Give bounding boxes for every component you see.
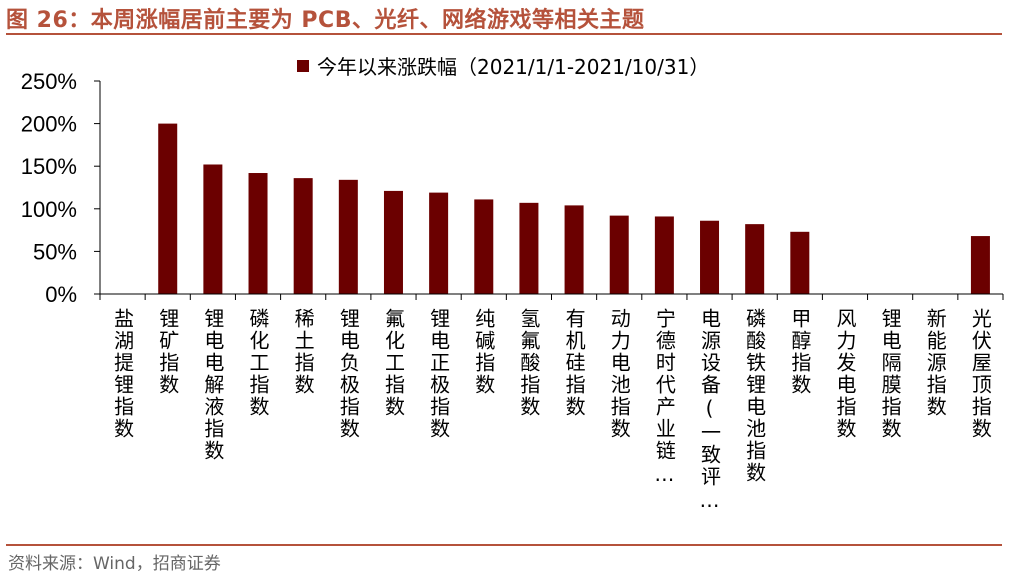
bar	[383, 190, 403, 294]
bar	[790, 231, 810, 294]
source-note: 资料来源：Wind，招商证券	[8, 554, 221, 574]
x-tick-label: 新能源指数	[923, 308, 947, 418]
x-tick-label: 氟化工指数	[381, 308, 405, 418]
y-tick-label: 200%	[21, 112, 77, 137]
x-tick-label: 甲醇指数	[788, 308, 812, 396]
bar	[203, 164, 223, 294]
bar	[158, 123, 178, 294]
bar	[654, 216, 674, 294]
y-tick-label: 50%	[33, 239, 77, 264]
bar	[745, 224, 765, 294]
x-tick-label: 磷酸铁锂电池指数	[743, 308, 767, 484]
bar	[970, 236, 990, 294]
bottom-divider	[6, 544, 1002, 546]
bar	[474, 199, 494, 294]
bar	[248, 173, 268, 294]
x-tick-label: 锂电电解液指数	[201, 308, 225, 462]
y-tick-label: 100%	[21, 197, 77, 222]
x-tick-label: 盐湖提锂指数	[111, 308, 135, 440]
legend: 今年以来涨跌幅（2021/1/1-2021/10/31）	[297, 55, 709, 79]
bar	[564, 205, 584, 294]
y-axis: 0% 50% 100% 150% 200% 250%	[21, 69, 101, 307]
legend-label: 今年以来涨跌幅（2021/1/1-2021/10/31）	[317, 55, 709, 79]
y-tick-label: 250%	[21, 69, 77, 94]
x-axis: 盐湖提锂指数 锂矿指数 锂电电解液指数 磷化工指数 稀土指数 锂电负极指数 氟化工指数 锂电正…	[99, 293, 1004, 514]
x-tick-label: 电源设备(一致评…	[698, 308, 722, 514]
bar	[700, 220, 720, 294]
x-tick-label: 有机硅指数	[562, 308, 586, 418]
x-tick-label: 光伏屋顶指数	[968, 308, 992, 440]
x-tick-label: 稀土指数	[291, 308, 315, 396]
bar	[338, 179, 358, 294]
bar	[429, 192, 449, 294]
x-tick-label: 动力电池指数	[607, 308, 631, 440]
top-divider	[6, 33, 1002, 35]
x-tick-label: 磷化工指数	[246, 308, 270, 418]
bars	[158, 123, 990, 294]
x-tick-label: 纯碱指数	[472, 308, 496, 396]
figure-title: 图 26：本周涨幅居前主要为 PCB、光纤、网络游戏等相关主题	[6, 8, 645, 33]
x-tick-label: 锂电隔膜指数	[878, 308, 902, 440]
x-tick-label: 风力发电指数	[833, 308, 857, 440]
bar	[293, 178, 313, 294]
x-tick-label: 氢氟酸指数	[517, 308, 541, 418]
x-tick-label: 宁德时代产业链…	[652, 308, 676, 488]
x-tick-label: 锂电正极指数	[427, 308, 451, 440]
y-tick-label: 150%	[21, 154, 77, 179]
bar	[519, 202, 539, 294]
y-tick-label: 0%	[45, 282, 77, 307]
x-tick-label: 锂矿指数	[156, 308, 180, 396]
x-tick-label: 锂电负极指数	[336, 308, 360, 440]
legend-swatch	[297, 60, 309, 72]
bar	[609, 215, 629, 294]
